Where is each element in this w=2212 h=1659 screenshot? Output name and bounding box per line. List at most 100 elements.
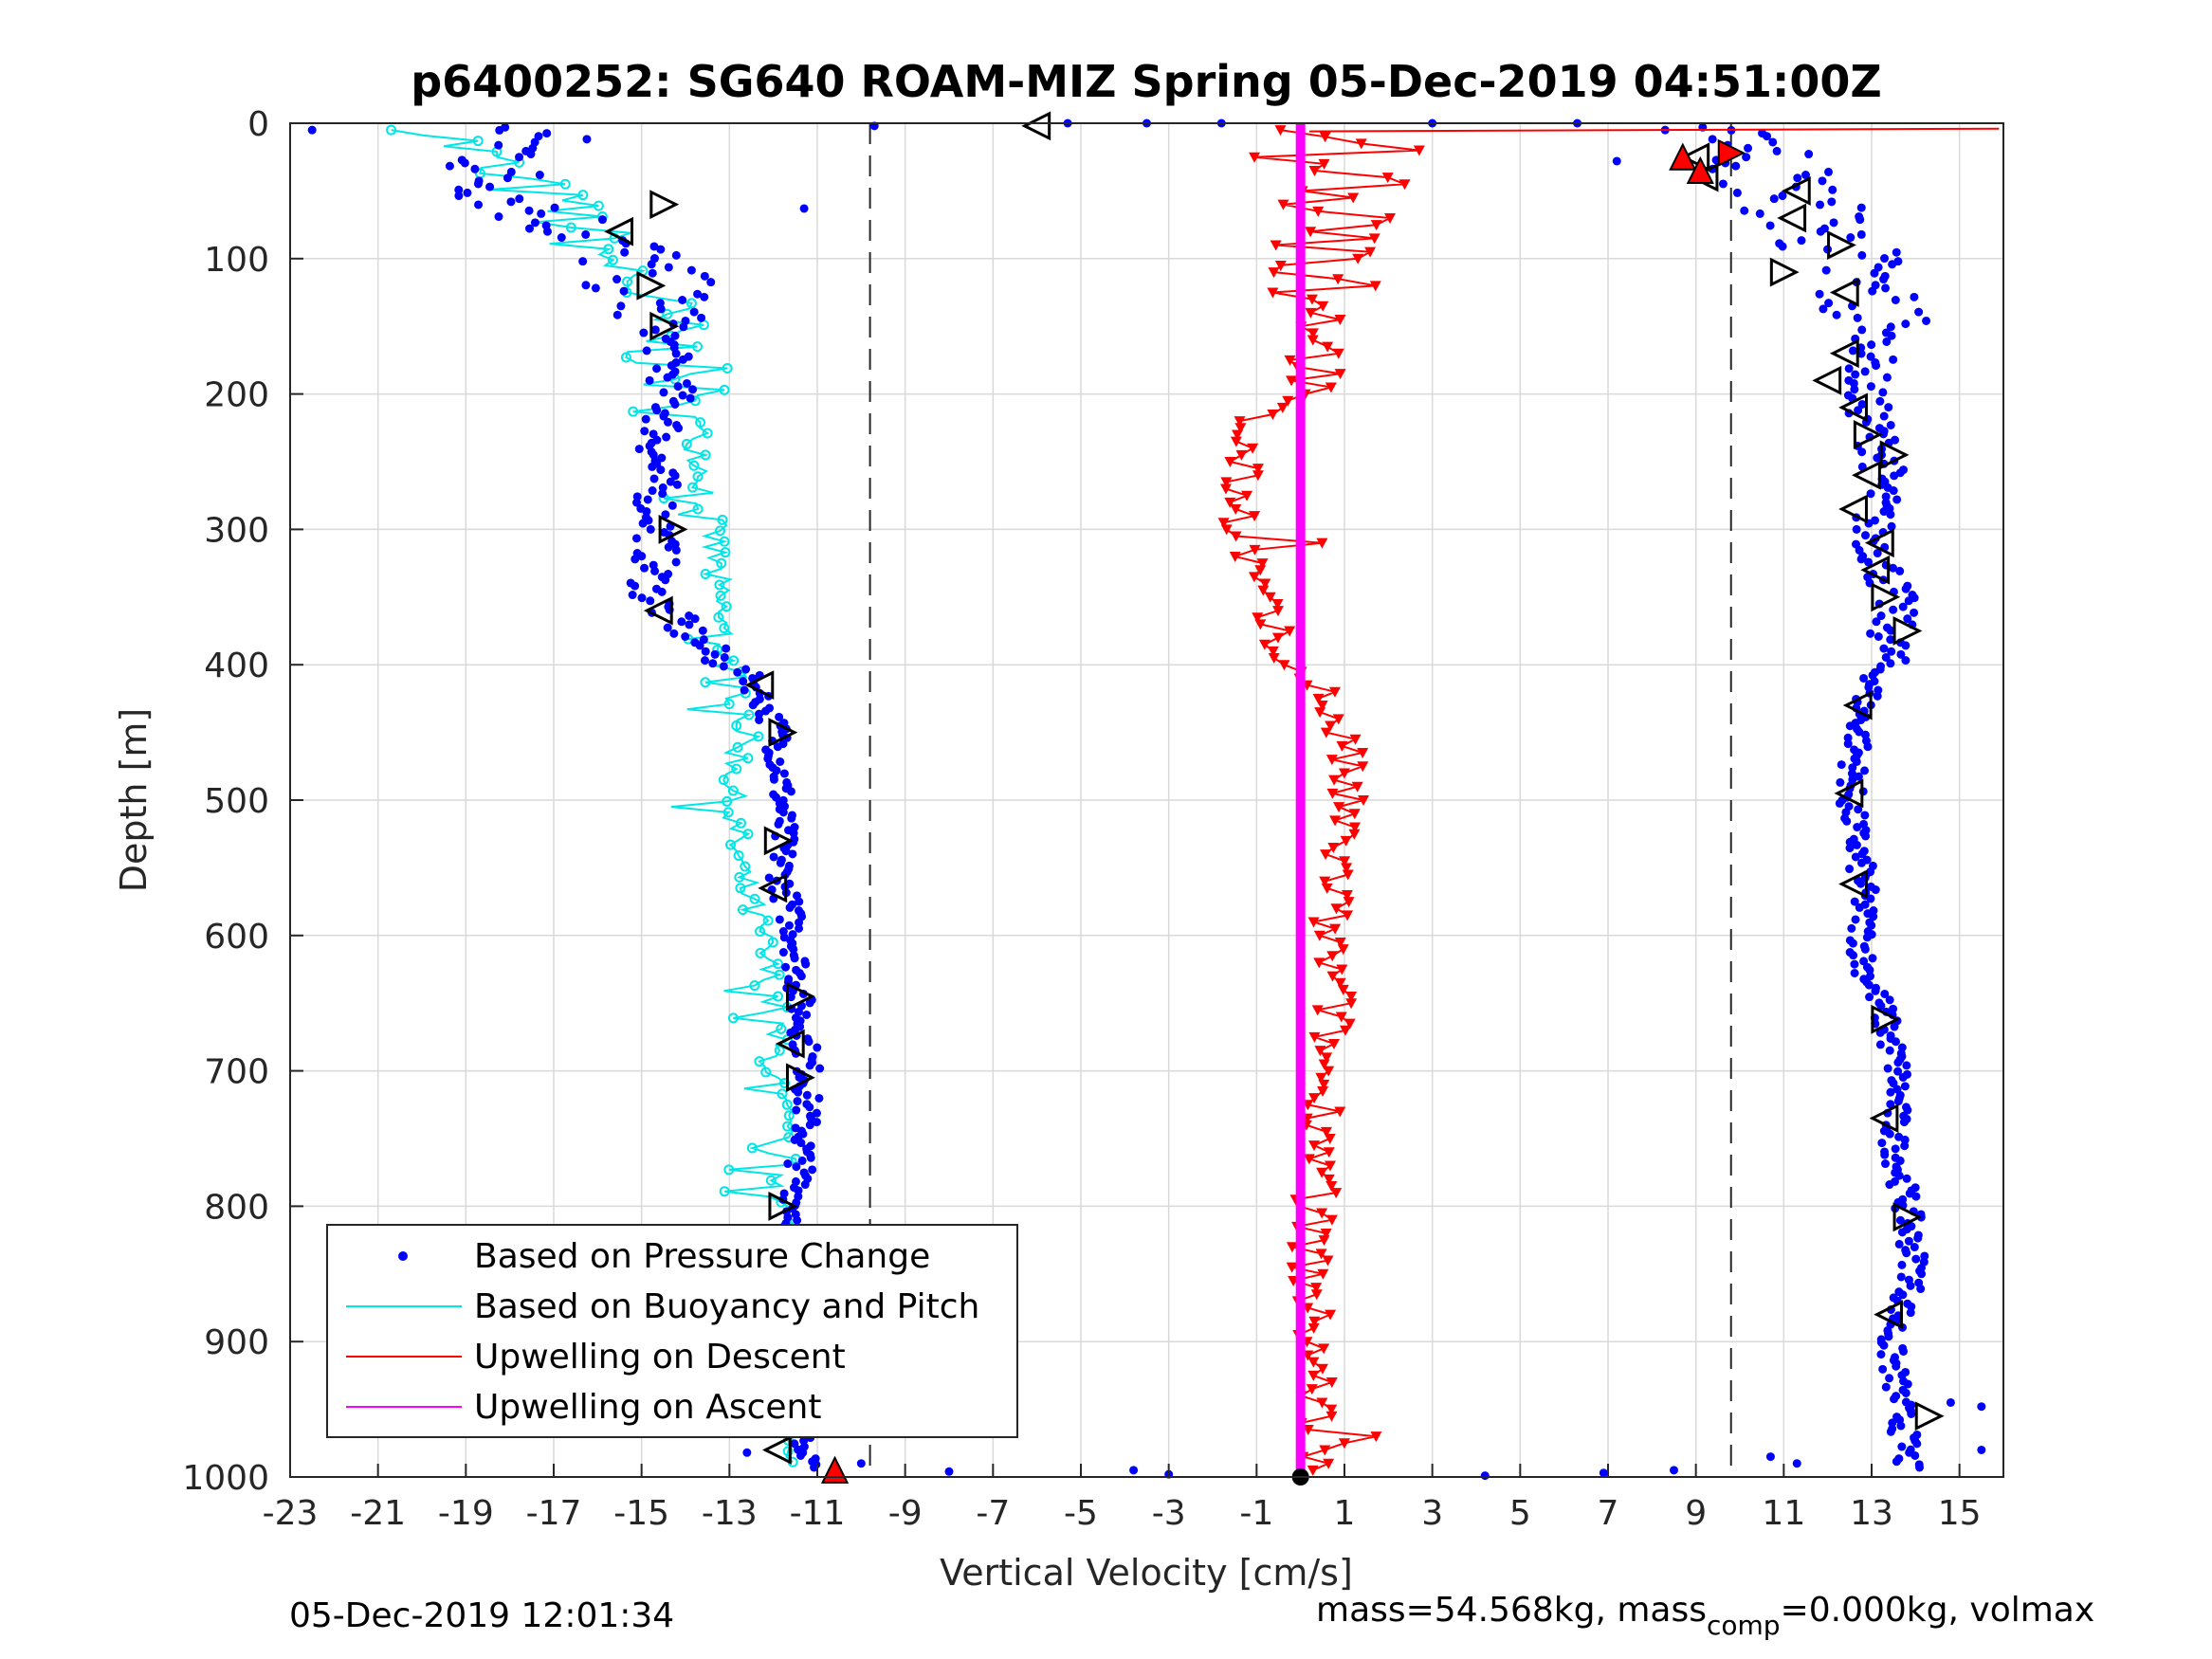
pressure-point <box>470 164 480 173</box>
direction-triangle <box>643 595 673 626</box>
pressure-point <box>659 388 668 397</box>
pressure-point <box>1854 805 1863 814</box>
upwelling-descent-marker <box>1342 910 1354 921</box>
pressure-point <box>787 813 796 823</box>
upwelling-descent-marker <box>1274 125 1287 137</box>
upwelling-descent-marker <box>1334 315 1346 326</box>
series-pressure-descent <box>445 122 825 1472</box>
upwelling-descent-marker <box>1271 606 1284 617</box>
pressure-point <box>769 775 778 784</box>
pressure-point <box>642 346 651 356</box>
upwelling-descent-marker <box>1313 957 1325 969</box>
upwelling-descent-marker <box>1329 923 1342 935</box>
pressure-point <box>1888 1418 1897 1428</box>
pressure-point <box>794 1186 803 1195</box>
buoyancy-pitch-point <box>681 438 692 449</box>
pressure-point <box>682 378 691 388</box>
pressure-point <box>662 432 671 442</box>
pressure-point <box>686 265 696 275</box>
direction-triangle <box>1769 257 1800 287</box>
pressure-point <box>700 292 709 301</box>
pressure-point <box>1857 858 1867 867</box>
pressure-point <box>795 897 804 906</box>
direction-triangle <box>1869 1103 1899 1134</box>
pressure-point <box>719 662 728 671</box>
upwelling-descent-marker <box>1322 1255 1334 1267</box>
pressure-point <box>637 593 647 603</box>
buoyancy-pitch-point <box>687 482 699 493</box>
pressure-point <box>1857 325 1867 335</box>
buoyancy-pitch-point <box>749 980 760 992</box>
pressure-point <box>1857 849 1867 859</box>
pressure-point <box>686 393 695 403</box>
pressure-point <box>1891 1144 1900 1154</box>
upwelling-descent-marker <box>1337 944 1349 956</box>
pressure-point <box>1815 289 1824 299</box>
pressure-point <box>690 614 700 624</box>
upwelling-descent-marker <box>1247 443 1259 454</box>
pressure-point <box>495 125 504 135</box>
buoyancy-pitch-point <box>760 1066 772 1078</box>
x-tick-label: -23 <box>263 1494 319 1533</box>
upwelling-descent-marker <box>1341 889 1353 901</box>
pressure-point <box>1888 563 1897 573</box>
upwelling-descent-marker <box>1381 173 1394 184</box>
pressure-point <box>1911 1192 1921 1201</box>
pressure-point <box>801 959 811 969</box>
pressure-point <box>494 212 503 222</box>
pressure-outlier <box>1129 1466 1139 1475</box>
pressure-point <box>792 1105 801 1115</box>
y-tick-label: 600 <box>204 918 269 957</box>
upwelling-descent-marker <box>1349 734 1362 745</box>
pressure-point <box>1903 614 1912 624</box>
buoyancy-pitch-point <box>774 1045 785 1056</box>
pressure-point <box>445 161 454 171</box>
pressure-point <box>1906 1308 1915 1318</box>
buoyancy-pitch-point <box>723 1164 735 1176</box>
upwelling-descent-marker <box>1334 1106 1346 1118</box>
pressure-point <box>1896 1421 1906 1431</box>
pressure-point <box>1860 944 1870 954</box>
pressure-point <box>1740 206 1749 215</box>
pressure-point <box>652 364 662 374</box>
upwelling-descent-marker <box>1252 612 1264 624</box>
pressure-point <box>663 623 672 632</box>
pressure-point <box>667 501 677 510</box>
pressure-point <box>1853 823 1862 832</box>
buoyancy-pitch-point <box>778 1077 790 1088</box>
pressure-point <box>664 542 673 552</box>
pressure-point <box>1856 349 1866 358</box>
pressure-point <box>1832 310 1841 319</box>
y-tick-label: 300 <box>204 511 269 550</box>
pressure-point <box>646 596 655 606</box>
pressure-point <box>773 742 782 752</box>
pressure-point <box>1894 1239 1904 1249</box>
pressure-outlier <box>944 1467 954 1476</box>
pressure-point <box>526 150 536 159</box>
pressure-point <box>1879 275 1889 284</box>
upwelling-descent-marker <box>1302 1425 1314 1436</box>
pressure-point <box>1889 355 1898 364</box>
pressure-point <box>739 677 748 686</box>
upwelling-descent-marker <box>1230 503 1242 515</box>
pressure-point <box>647 260 656 269</box>
pressure-point <box>1907 1409 1916 1418</box>
upwelling-descent-marker <box>1358 795 1370 806</box>
pressure-point <box>1866 382 1875 392</box>
direction-triangle <box>649 190 680 220</box>
buoyancy-pitch-point <box>718 775 729 786</box>
buoyancy-pitch-point <box>735 817 746 829</box>
pressure-point <box>1887 521 1896 531</box>
upwelling-descent-marker <box>1413 145 1425 156</box>
upwelling-descent-surface-spike <box>1308 127 2000 133</box>
pressure-point <box>774 819 783 829</box>
upwelling-descent-marker <box>1307 335 1319 346</box>
upwelling-descent-marker <box>1241 490 1253 501</box>
pressure-point <box>1885 1129 1894 1139</box>
pressure-point <box>1914 307 1924 317</box>
pressure-point <box>1827 197 1837 207</box>
pressure-point <box>795 918 804 927</box>
pressure-point <box>779 769 789 778</box>
pressure-point <box>1875 396 1885 406</box>
upwelling-descent-marker <box>1317 1268 1329 1280</box>
